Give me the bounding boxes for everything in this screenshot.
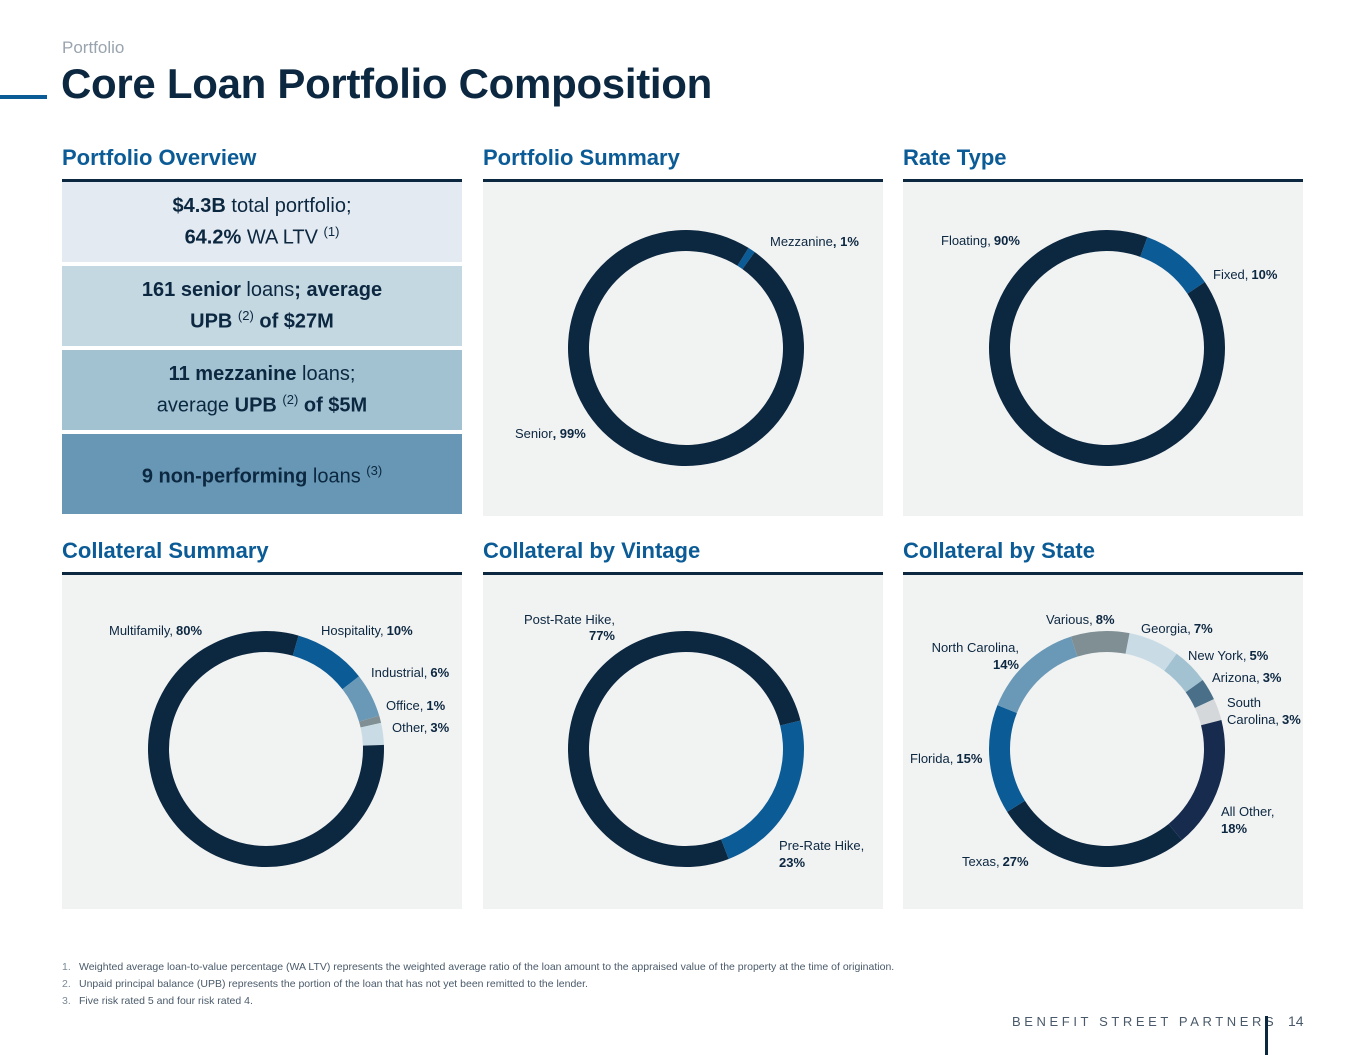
heading-portfolio-summary: Portfolio Summary <box>483 145 680 170</box>
section-kicker: Portfolio <box>62 38 125 57</box>
overview-mezz-text: loans; <box>296 363 356 386</box>
footnote-1: 1. Weighted average loan-to-value percent… <box>62 961 895 973</box>
footer-divider <box>1265 1016 1268 1055</box>
footnote-ref-1: (1) <box>323 224 340 240</box>
rule-collateral-summary <box>62 572 462 575</box>
heading-rate-type: Rate Type <box>903 145 1007 170</box>
label-south-carolina-2: Carolina, 3% <box>1227 712 1301 727</box>
label-north-carolina-pct: 14% <box>993 657 1019 672</box>
footnote-ref-2b: (2) <box>282 392 299 408</box>
label-fixed: Fixed, 10% <box>1213 267 1278 282</box>
slice-collateral-state-north-carolina <box>997 636 1078 713</box>
slice-collateral-state-florida <box>989 705 1025 812</box>
overview-senior-upb-value: of $27M <box>253 310 334 333</box>
label-all-other: All Other, <box>1221 804 1274 819</box>
label-texas: Texas, 27% <box>962 854 1029 869</box>
footnotes: 1. Weighted average loan-to-value percent… <box>62 959 894 1010</box>
label-other: Other, 3% <box>392 720 450 735</box>
label-georgia: Georgia, 7% <box>1141 621 1213 636</box>
label-floating: Floating, 90% <box>941 233 1020 248</box>
overview-senior-loans: 161 senior loans; average UPB (2) of $27… <box>62 266 462 346</box>
slice-portfolio-summary-mezzanine <box>737 247 755 270</box>
rule-rate-type <box>903 179 1303 182</box>
label-post-rate-hike: Post-Rate Hike, <box>524 612 615 627</box>
slice-collateral-state-texas <box>1007 800 1182 867</box>
slice-collateral-state-new-york <box>1164 653 1203 693</box>
label-mezzanine: Mezzanine, 1% <box>770 234 859 249</box>
rule-portfolio-overview <box>62 179 462 182</box>
slice-collateral-vintage-pre-rate-hike <box>721 720 804 860</box>
label-senior: Senior, 99% <box>515 426 586 441</box>
page-number: 14 <box>1288 1013 1304 1029</box>
label-multifamily: Multifamily, 80% <box>109 623 203 638</box>
label-south-carolina-1: South <box>1227 695 1261 710</box>
label-new-york: New York, 5% <box>1188 648 1269 663</box>
rule-portfolio-summary <box>483 179 883 182</box>
overview-total-portfolio: $4.3B total portfolio; 64.2% WA LTV (1) <box>62 182 462 262</box>
footnote-ref-3: (3) <box>366 463 383 479</box>
rule-collateral-vintage <box>483 572 883 575</box>
heading-collateral-summary: Collateral Summary <box>62 538 269 563</box>
label-post-rate-hike-pct: 77% <box>589 628 615 643</box>
slice-collateral-state-various <box>1070 631 1130 657</box>
heading-collateral-state: Collateral by State <box>903 538 1095 563</box>
overview-mezzanine-loans: 11 mezzanine loans; average UPB (2) of $… <box>62 350 462 430</box>
label-all-other-pct: 18% <box>1221 821 1247 836</box>
overview-non-performing: 9 non-performing loans (3) <box>62 434 462 514</box>
overview-ltv-text: WA LTV <box>241 226 324 249</box>
label-north-carolina: North Carolina, <box>932 640 1019 655</box>
brand-wordmark: BENEFIT STREET PARTNERS <box>1012 1014 1278 1029</box>
slice-collateral-summary-industrial <box>342 676 380 722</box>
overview-ltv-value: 64.2% <box>184 226 242 249</box>
heading-collateral-vintage: Collateral by Vintage <box>483 538 701 563</box>
overview-senior-text-bold: ; average <box>294 279 383 302</box>
page-title: Core Loan Portfolio Composition <box>61 60 712 107</box>
overview-total-value: $4.3B <box>172 195 226 218</box>
label-arizona: Arizona, 3% <box>1212 670 1282 685</box>
slice-portfolio-summary-senior <box>568 230 805 467</box>
slice-collateral-state-arizona <box>1185 679 1214 709</box>
label-hospitality: Hospitality, 10% <box>321 623 413 638</box>
slice-collateral-state-south-carolina <box>1194 699 1222 726</box>
label-pre-rate-hike: Pre-Rate Hike, <box>779 838 864 853</box>
overview-total-text: total portfolio; <box>225 195 352 218</box>
footnote-ref-2: (2) <box>237 308 254 324</box>
overview-mezz-upb: UPB <box>234 394 283 417</box>
overview-mezz-upb-value: of $5M <box>298 394 368 417</box>
label-industrial: Industrial, 6% <box>371 665 450 680</box>
footnote-2: 2. Unpaid principal balance (UPB) represe… <box>62 978 588 990</box>
donut-charts <box>148 229 1225 867</box>
rule-collateral-state <box>903 572 1303 575</box>
slice-collateral-state-all-other <box>1168 720 1225 841</box>
overview-npl-text: loans <box>307 465 367 488</box>
slice-collateral-summary-hospitality <box>292 635 359 690</box>
overview-mezz-count: 11 mezzanine <box>168 363 297 386</box>
slice-collateral-summary-other <box>360 722 384 746</box>
heading-portfolio-overview: Portfolio Overview <box>62 145 257 170</box>
label-pre-rate-hike-pct: 23% <box>779 855 805 870</box>
overview-senior-text: loans <box>240 279 295 302</box>
slice-rate-type-fixed <box>1140 237 1205 294</box>
label-florida: Florida, 15% <box>910 751 983 766</box>
overview-npl-count: 9 non-performing <box>141 465 308 488</box>
label-various: Various, 8% <box>1046 612 1115 627</box>
slice-collateral-summary-office <box>359 715 382 728</box>
title-accent-rule <box>0 95 47 99</box>
slice-collateral-state-georgia <box>1125 633 1177 671</box>
overview-senior-upb: UPB <box>190 310 238 333</box>
footnote-3: 3. Five risk rated 5 and four risk rated … <box>62 995 253 1007</box>
overview-mezz-average: average <box>156 394 235 417</box>
label-office: Office, 1% <box>386 698 446 713</box>
overview-senior-count: 161 senior <box>141 279 241 302</box>
